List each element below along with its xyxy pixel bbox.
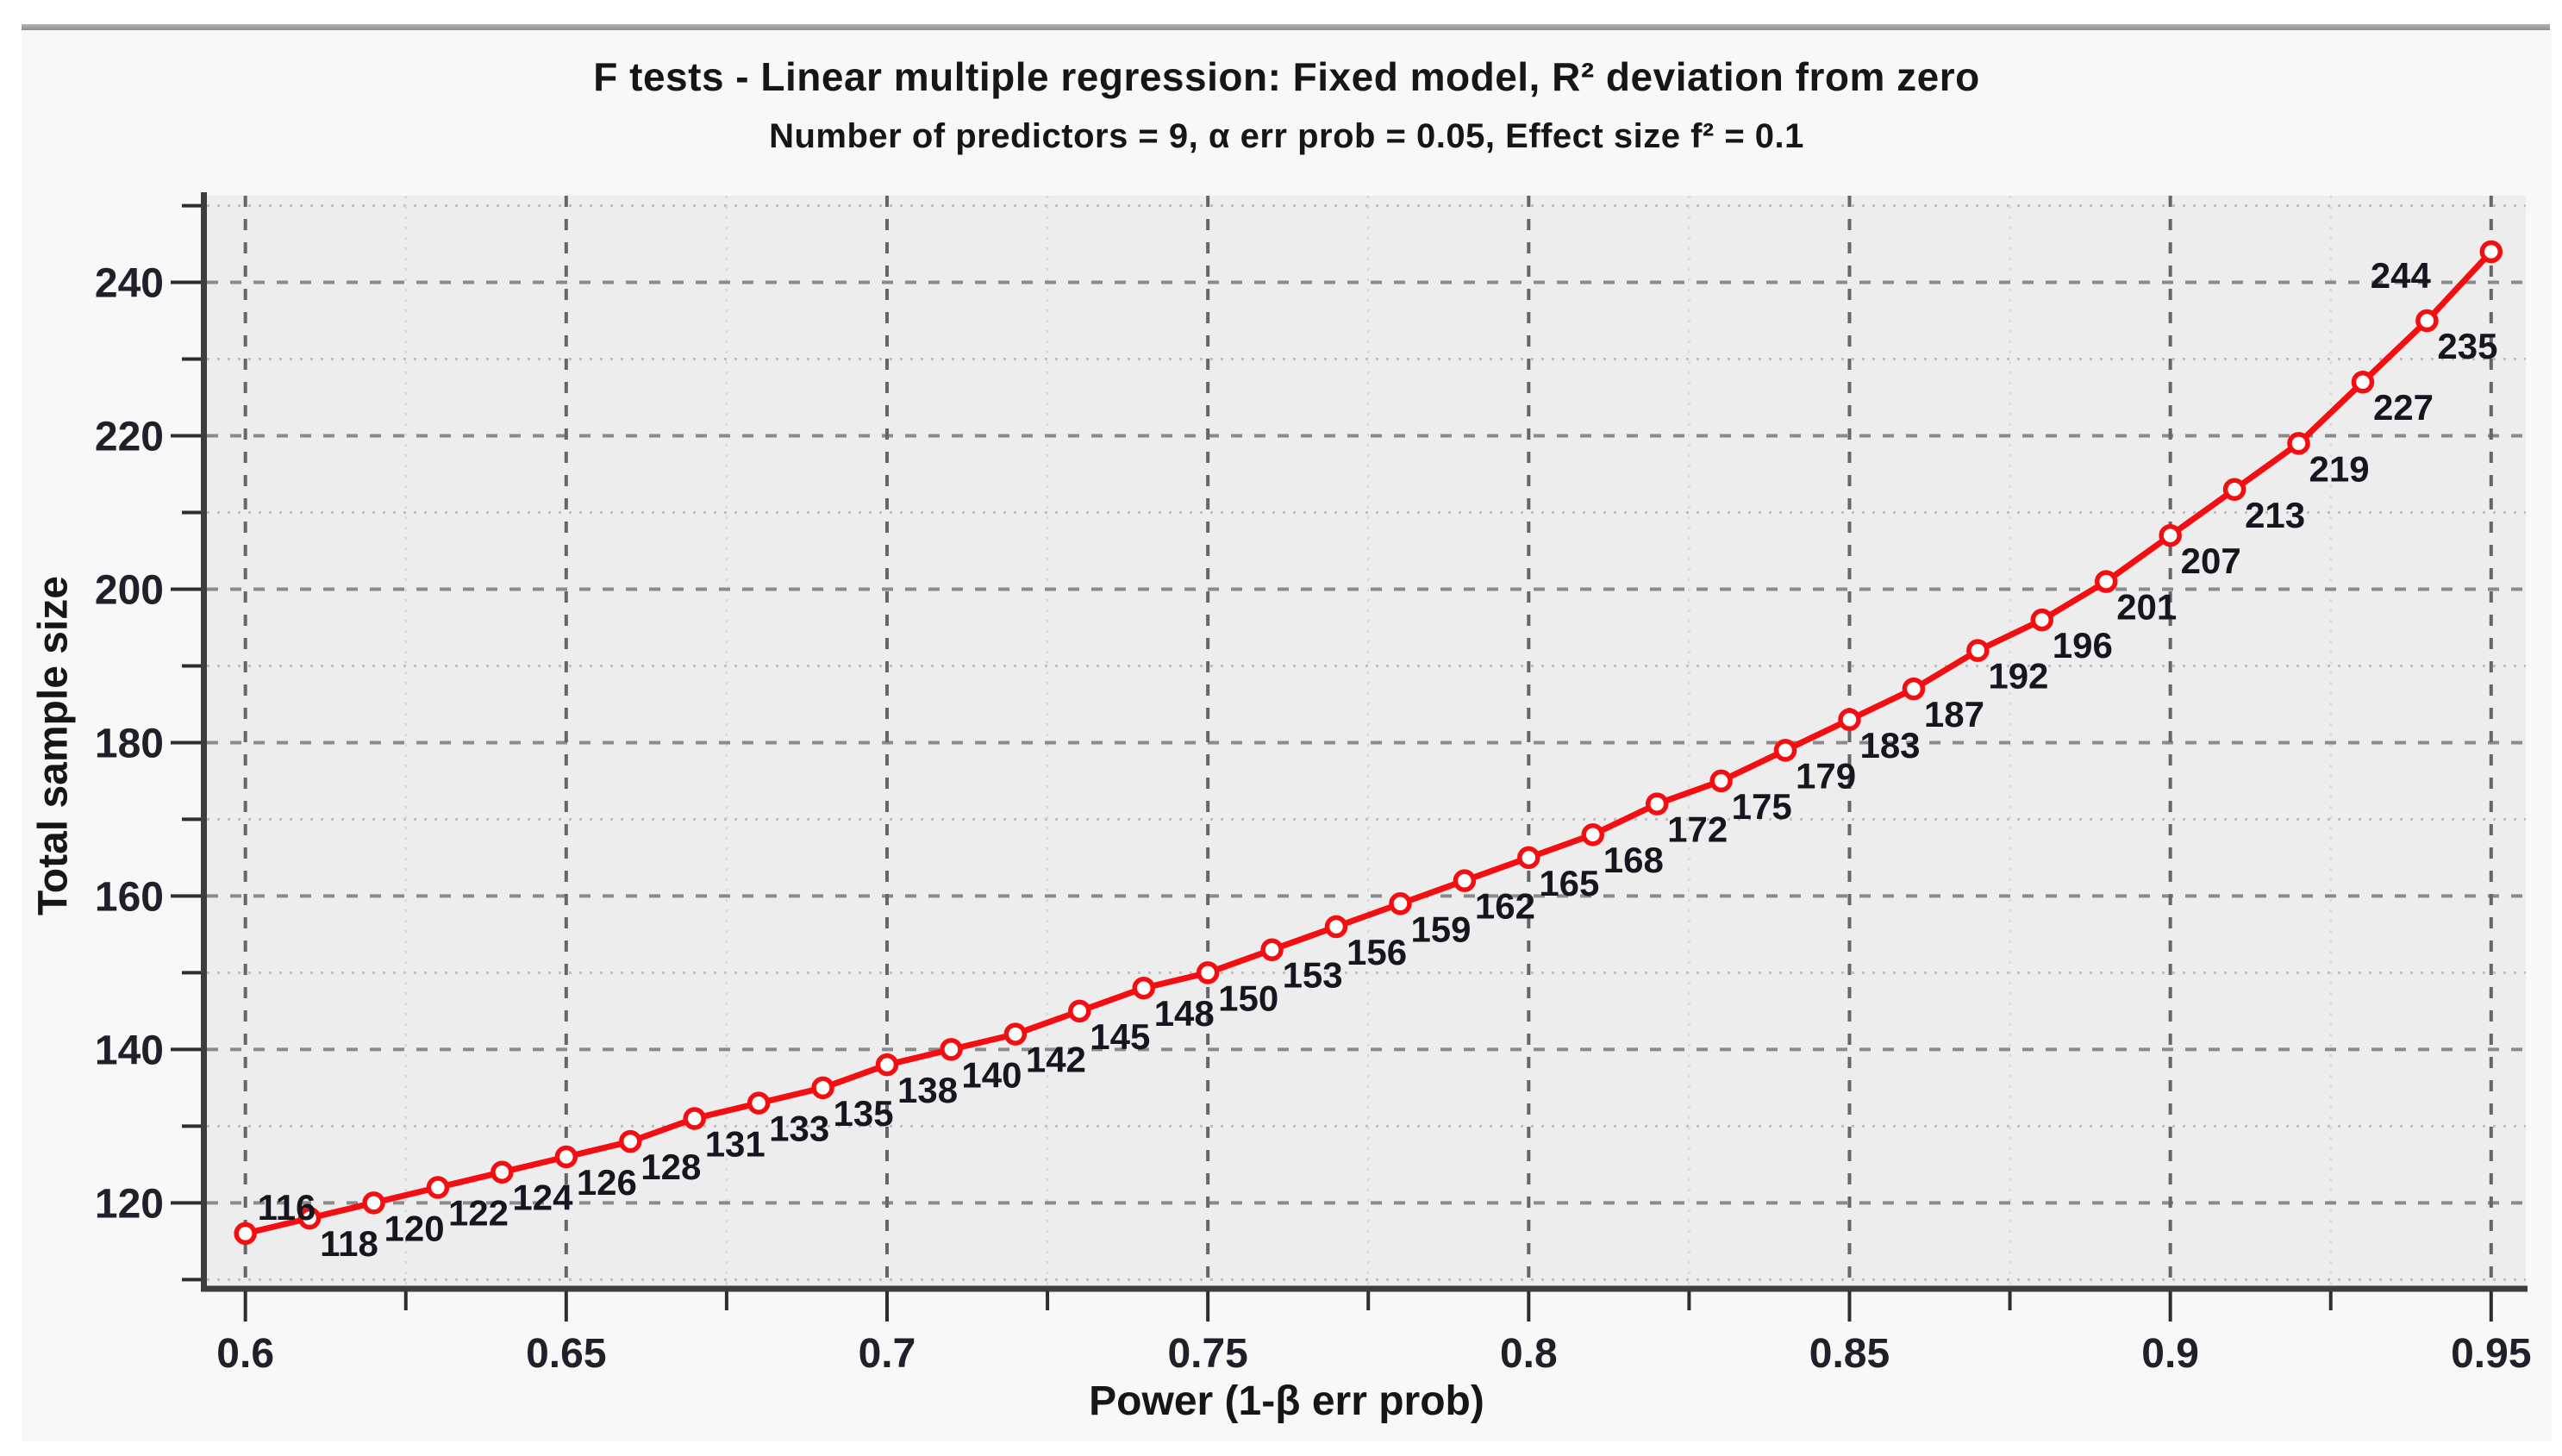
data-point-label: 162 — [1475, 886, 1535, 927]
data-point-marker — [683, 1107, 706, 1130]
data-point-label: 138 — [897, 1070, 958, 1110]
data-point-marker — [1581, 822, 1604, 847]
data-point-marker — [491, 1160, 514, 1184]
y-tick-label: 160 — [95, 874, 164, 920]
data-point-label: 201 — [2116, 587, 2177, 628]
data-point-marker — [1003, 1022, 1028, 1046]
data-point-marker — [1773, 739, 1797, 762]
data-point-label: 126 — [577, 1162, 637, 1203]
y-tick-label: 180 — [95, 721, 164, 766]
data-point-marker — [619, 1129, 642, 1153]
data-point-marker — [1068, 999, 1091, 1023]
data-point-marker — [1196, 961, 1220, 984]
data-point-label: 128 — [640, 1147, 701, 1187]
data-point-label: 145 — [1090, 1016, 1150, 1057]
data-point-label: 172 — [1667, 809, 1728, 850]
data-point-label: 118 — [320, 1223, 378, 1264]
data-point-label: 142 — [1026, 1040, 1086, 1080]
data-point-label: 175 — [1732, 786, 1792, 827]
data-point-label: 131 — [705, 1123, 765, 1164]
x-tick-label: 0.9 — [2141, 1331, 2199, 1377]
data-point-label: 116 — [258, 1187, 316, 1228]
data-point-marker — [2479, 240, 2503, 264]
data-point-marker — [297, 1206, 322, 1230]
data-point-marker — [426, 1176, 450, 1199]
data-point-label: 135 — [834, 1093, 894, 1134]
data-point-label: 148 — [1154, 993, 1215, 1034]
data-point-marker — [1132, 976, 1155, 1000]
data-point-marker — [2094, 570, 2118, 593]
data-point-marker — [811, 1076, 834, 1100]
data-point-marker — [234, 1222, 257, 1246]
data-point-label: 150 — [1218, 978, 1278, 1018]
data-point-marker — [2159, 523, 2182, 547]
x-tick-label: 0.85 — [1809, 1331, 1890, 1377]
y-tick-label: 200 — [95, 567, 164, 613]
data-point-marker — [1260, 938, 1284, 961]
data-point-marker — [1645, 792, 1669, 815]
data-point-label: 124 — [512, 1178, 573, 1218]
data-point-marker — [875, 1053, 899, 1077]
data-point-label: 156 — [1347, 932, 1407, 972]
data-point-marker — [2415, 309, 2439, 333]
data-point-marker — [2030, 608, 2054, 632]
data-point-label: 207 — [2181, 541, 2241, 581]
data-point-marker — [1966, 639, 1990, 662]
x-tick-label: 0.95 — [2451, 1331, 2531, 1377]
data-point-label: 168 — [1603, 840, 1664, 880]
data-point-label: 219 — [2309, 448, 2370, 489]
data-point-label: 120 — [384, 1208, 445, 1248]
x-tick-label: 0.6 — [216, 1331, 274, 1377]
data-point-marker — [2222, 478, 2246, 502]
data-point-label: 159 — [1410, 909, 1471, 949]
y-axis-title: Total sample size — [30, 576, 77, 915]
data-point-marker — [2351, 370, 2375, 394]
data-point-label: 122 — [448, 1193, 509, 1234]
x-axis-title: Power (1-β err prob) — [1089, 1378, 1484, 1424]
data-point-marker — [747, 1091, 771, 1115]
x-tick-label: 0.7 — [859, 1331, 916, 1377]
data-point-marker — [1517, 846, 1540, 870]
data-point-label: 133 — [769, 1109, 829, 1149]
top-divider-rule — [22, 24, 2550, 30]
y-tick-label: 240 — [95, 261, 164, 307]
data-point-marker — [1902, 677, 1926, 701]
data-point-marker — [2287, 432, 2310, 455]
x-tick-label: 0.65 — [526, 1331, 606, 1377]
data-point-label: 235 — [2437, 326, 2497, 366]
y-tick-label: 220 — [95, 415, 164, 460]
data-point-marker — [1838, 708, 1861, 732]
y-tick-label: 140 — [95, 1028, 164, 1073]
data-point-label: 192 — [1988, 656, 2048, 697]
x-tick-label: 0.75 — [1167, 1331, 1247, 1377]
data-point-label: 179 — [1796, 755, 1856, 796]
data-point-marker — [362, 1191, 385, 1215]
data-point-label: 227 — [2373, 387, 2434, 428]
data-point-label: 196 — [2053, 625, 2113, 666]
data-point-marker — [1453, 869, 1477, 892]
chart-title: F tests - Linear multiple regression: Fi… — [593, 54, 1980, 99]
chart-subtitle: Number of predictors = 9, α err prob = 0… — [769, 117, 1804, 155]
data-point-label: 183 — [1859, 725, 1920, 765]
data-point-label: 165 — [1539, 863, 1599, 903]
data-point-marker — [1389, 892, 1412, 915]
x-tick-label: 0.8 — [1500, 1331, 1558, 1377]
data-point-marker — [940, 1038, 963, 1061]
data-point-label: 213 — [2245, 495, 2305, 535]
data-point-marker — [1709, 769, 1733, 793]
data-point-label: 140 — [961, 1054, 1022, 1095]
y-tick-label: 120 — [95, 1181, 164, 1227]
data-point-label: 153 — [1283, 955, 1343, 996]
data-point-label: 187 — [1924, 694, 1984, 734]
data-point-label: 244 — [2371, 255, 2432, 296]
data-point-marker — [1324, 915, 1348, 939]
data-point-marker — [554, 1145, 578, 1169]
